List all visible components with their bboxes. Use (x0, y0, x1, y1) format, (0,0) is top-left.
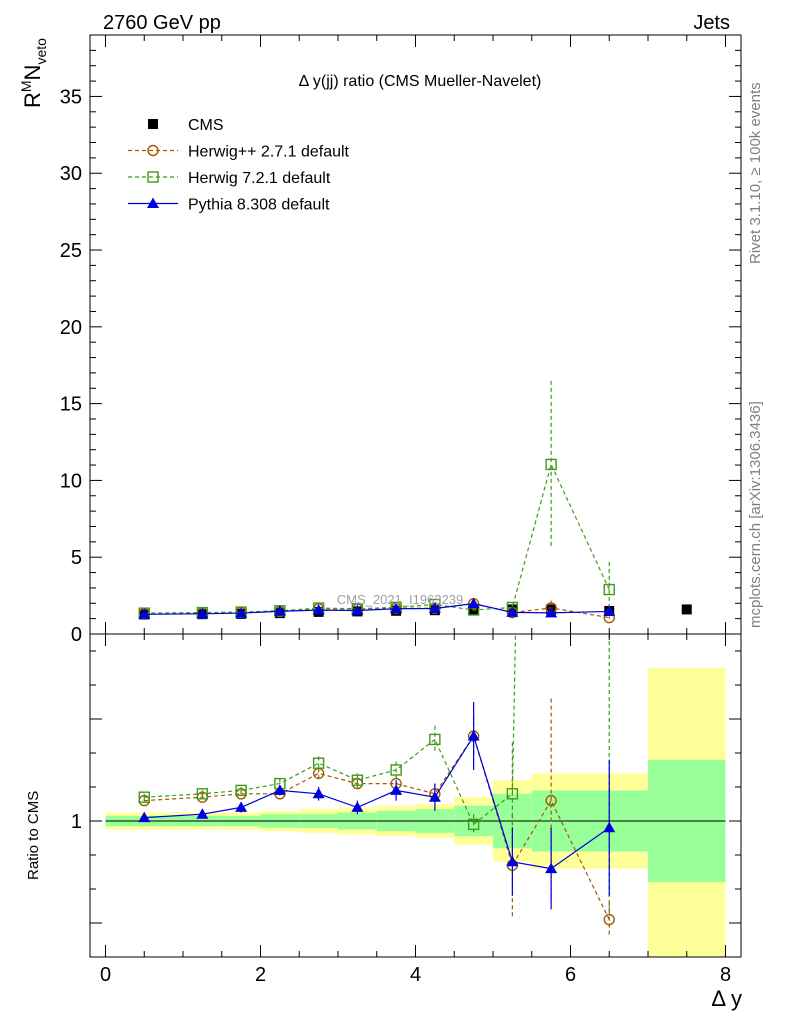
main-y-tick-label: 10 (60, 470, 82, 492)
ratio-data-point (603, 821, 616, 833)
chart-title: Δ y(jj) ratio (CMS Mueller-Navelet) (299, 73, 542, 90)
ratio-data-point (545, 862, 558, 874)
ratio-series-line (144, 734, 610, 920)
legend-label: Pythia 8.308 default (188, 197, 330, 214)
legend-label: CMS (188, 117, 224, 134)
legend-entry: Herwig 7.2.1 default (128, 170, 331, 187)
legend-label: Herwig++ 2.7.1 default (188, 144, 350, 161)
ratio-uncertainty-bands (105, 668, 726, 957)
x-tick-label: 4 (410, 964, 421, 986)
data-point (603, 583, 615, 596)
x-tick-label: 8 (720, 964, 731, 986)
legend-marker (147, 144, 159, 157)
ratio-data-point (235, 801, 248, 812)
data-point (506, 606, 519, 617)
analysis-watermark: CMS_2021_I1963239 (337, 592, 464, 607)
main-y-tick-label: 0 (71, 624, 82, 646)
legend-label: Herwig 7.2.1 default (188, 170, 331, 187)
ratio-data-point (390, 784, 403, 795)
header-left-text: 2760 GeV pp (103, 12, 221, 34)
main-y-tick-label: 5 (71, 547, 82, 569)
ratio-data-point (196, 788, 209, 800)
main-y-tick-label: 15 (60, 394, 82, 416)
legend: CMS Herwig++ 2.7.1 default Herwig 7.2.1 de… (128, 117, 350, 214)
ratio-data-point (235, 784, 247, 797)
ratio-series-line (144, 734, 610, 870)
series-line (144, 603, 610, 615)
ratio-series-pythia-8-308-default (138, 702, 616, 910)
ratio-data-point (467, 818, 480, 831)
data-point (603, 605, 616, 616)
ratio-data-point (196, 808, 209, 819)
main-y-tick-label: 20 (60, 317, 82, 339)
main-y-tick-label: 30 (60, 163, 82, 185)
mcplots-credit-text: mcplots.cern.ch [arXiv:1306.3436] (747, 401, 764, 628)
ratio-data-point (273, 784, 286, 795)
legend-entry: Pythia 8.308 default (128, 197, 330, 214)
x-tick-label: 2 (255, 964, 266, 986)
data-point (196, 607, 209, 619)
x-tick-label: 0 (100, 964, 111, 986)
main-series-herwig-7-2-1-default (138, 380, 615, 619)
x-tick-label: 6 (565, 964, 576, 986)
data-point (545, 606, 558, 618)
header-right-text: Jets (693, 12, 730, 34)
ratio-data-point (312, 757, 325, 769)
main-y-tick-label: 25 (60, 240, 82, 262)
rivet-version-text: Rivet 3.1.10, ≥ 100k events (747, 82, 764, 264)
ratio-y-axis-label: Ratio to CMS (25, 791, 42, 880)
data-point (235, 607, 248, 618)
cms-data-point (681, 604, 692, 615)
data-point (351, 604, 364, 616)
legend-entry: CMS (148, 117, 224, 134)
ratio-data-point (429, 733, 441, 746)
series-line (144, 462, 610, 614)
legend-entry: Herwig++ 2.7.1 default (128, 144, 350, 161)
ratio-data-point (312, 787, 325, 799)
ratio-panel-axes: 0 2 4 6 8 1 (71, 634, 741, 986)
ratio-panel-series (138, 634, 616, 937)
data-point (428, 602, 441, 614)
main-panel-series (138, 380, 692, 624)
main-y-axis-label: RMNveto (18, 38, 49, 108)
ratio-data-point (138, 811, 151, 823)
legend-marker (147, 197, 159, 208)
data-point (138, 608, 151, 619)
ratio-data-point (545, 794, 557, 807)
legend-marker (148, 119, 158, 129)
ratio-y-tick-label: 1 (71, 811, 82, 833)
ratio-data-point (603, 913, 615, 926)
ratio-data-point (351, 774, 364, 786)
legend-marker (147, 171, 159, 183)
main-series-pythia-8-308-default (138, 597, 616, 619)
main-panel-axes: 0 5 10 15 20 25 30 35 (60, 35, 741, 646)
data-point (312, 604, 325, 615)
svg-text:RMNveto: RMNveto (18, 38, 49, 108)
data-point (390, 602, 403, 614)
ratio-data-point (506, 855, 519, 867)
data-point (545, 458, 557, 471)
ratio-data-point (428, 791, 441, 802)
ratio-data-point (390, 764, 402, 776)
main-y-tick-label: 35 (60, 86, 82, 108)
ratio-data-point (351, 801, 364, 812)
data-point (273, 605, 286, 616)
ratio-data-point (138, 791, 150, 803)
ratio-data-point (506, 788, 519, 800)
data-point (467, 597, 480, 609)
ratio-data-point (467, 730, 480, 741)
x-axis-label: Δ y (711, 986, 742, 1011)
